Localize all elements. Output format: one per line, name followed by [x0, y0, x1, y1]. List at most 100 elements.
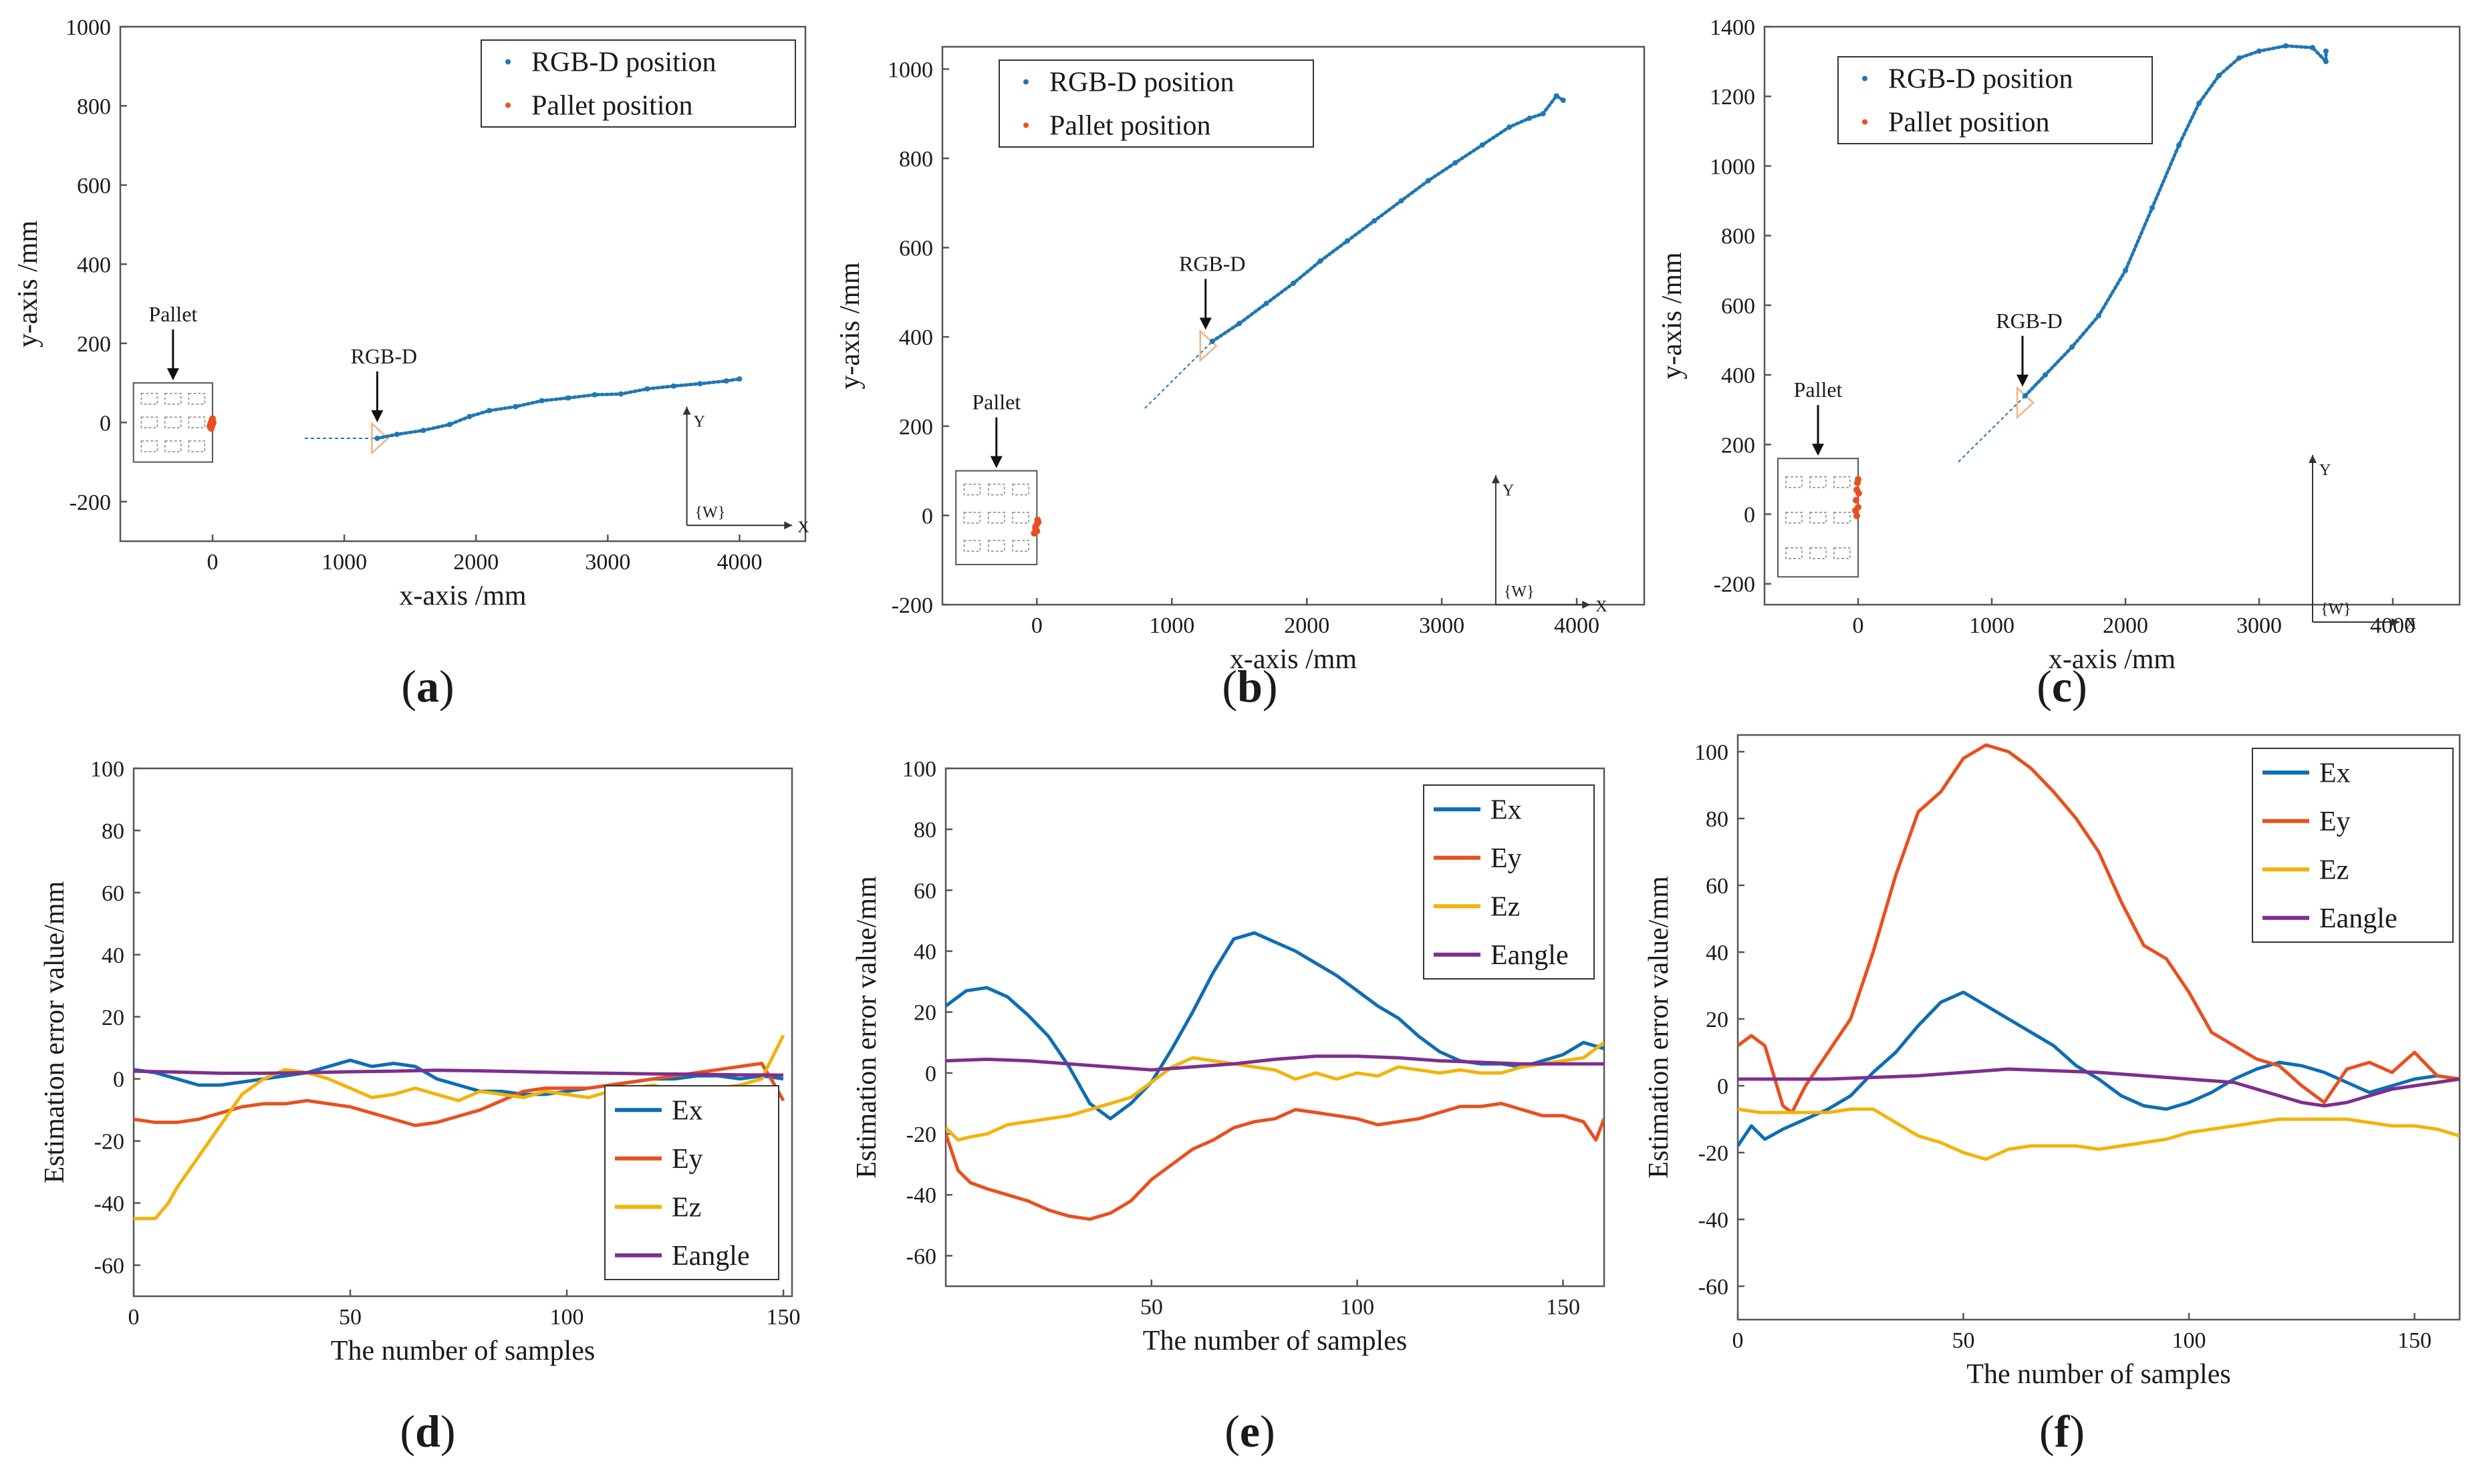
world-x-arrow — [784, 521, 793, 530]
legend-box — [1423, 784, 1595, 980]
legend-label: RGB-D position — [1049, 67, 1234, 98]
series-pallet-position — [1852, 476, 1862, 520]
x-tick-label: 0 — [1853, 613, 1864, 638]
pallet-point — [1853, 496, 1859, 504]
pallet-pocket — [140, 416, 158, 429]
y-tick-label: 600 — [1721, 294, 1755, 319]
y-tick-label: 20 — [914, 1001, 936, 1026]
x-tick-label: 100 — [1340, 1295, 1374, 1320]
chart-b: 0 1000 2000 3000 4000 -200 0 200 400 600 800 1000 x-… — [835, 45, 1646, 675]
pallet-pocket — [963, 511, 981, 524]
chart-f: 0 50 100 150 -60 -40 -20 0 20 40 60 80 100 The number… — [1644, 734, 2461, 1390]
legend-label: Ey — [1490, 843, 1522, 874]
rgbd-trail — [1210, 94, 1565, 343]
pallet-point — [209, 421, 216, 428]
world-y-label: Y — [1503, 482, 1514, 499]
series-line-ey — [1738, 743, 2460, 1115]
pallet-pocket — [963, 483, 981, 496]
y-tick-label: 800 — [1721, 225, 1755, 249]
legend: RGB-D position Pallet position — [999, 59, 1314, 148]
pallet-outline — [1777, 458, 1859, 578]
series-line-ez — [946, 1041, 1604, 1142]
legend-label: RGB-D position — [1888, 64, 2073, 95]
x-tick-label: 4000 — [717, 550, 762, 575]
pallet-pocket — [1785, 547, 1803, 559]
x-tick-label: 150 — [2397, 1328, 2432, 1353]
x-tick-label: 150 — [767, 1305, 801, 1330]
y-tick-label: -20 — [1698, 1141, 1728, 1166]
series-rgbd-position — [2023, 43, 2329, 399]
pallet-point — [1855, 490, 1862, 497]
approach-path-line — [1958, 395, 2026, 463]
plot-area — [134, 1034, 785, 1221]
pallet-outline — [132, 382, 213, 463]
legend-label: Eangle — [2319, 903, 2397, 934]
y-tick-label: 60 — [102, 881, 124, 906]
world-y-arrow — [682, 406, 691, 415]
world-x-arrow — [2391, 618, 2399, 627]
x-axis-label: The number of samples — [1966, 1359, 2230, 1390]
pallet-pocket — [1809, 476, 1827, 488]
pallet-pocket — [963, 540, 981, 552]
pallet-pocket — [188, 393, 206, 405]
y-tick-label: -20 — [906, 1123, 936, 1147]
plot-frame — [119, 25, 807, 543]
y-tick-label: -20 — [94, 1130, 124, 1155]
y-tick-label: 800 — [899, 147, 933, 172]
legend-marker — [1023, 122, 1029, 128]
y-tick-label: 600 — [77, 174, 111, 198]
y-tick-label: -200 — [892, 593, 933, 618]
legend-label: Ex — [1490, 794, 1522, 825]
panel-label-f: (f) — [2039, 1406, 2085, 1457]
world-frame-label: {W} — [1504, 583, 1535, 601]
legend: Ex Ey Ez Eangle — [2252, 748, 2454, 943]
pallet-pocket — [164, 393, 182, 405]
series-line-eangle — [946, 1054, 1604, 1072]
world-y-arrow — [1491, 475, 1500, 484]
y-tick-label: 20 — [1706, 1008, 1728, 1032]
y-tick-label: -60 — [94, 1254, 124, 1279]
pallet-pocket — [1833, 547, 1851, 559]
x-axis-label: x-axis /mm — [2049, 644, 2176, 675]
y-tick-label: 200 — [1721, 433, 1755, 458]
pallet-point — [1032, 523, 1039, 531]
world-frame-label: {W} — [2321, 601, 2351, 618]
plot-frame — [132, 767, 793, 1298]
panel-label-e: (e) — [1224, 1406, 1275, 1457]
world-y-label: Y — [2319, 462, 2331, 479]
y-tick-label: 60 — [914, 879, 936, 903]
y-axis-label: y-axis /mm — [835, 262, 866, 389]
y-tick-label: 80 — [914, 818, 936, 843]
pallet-pocket — [140, 440, 158, 452]
y-axis-label: Estimation error value/mm — [1644, 876, 1674, 1179]
legend-box — [999, 59, 1314, 148]
pallet-pocket — [1012, 540, 1029, 552]
y-axis-label: Estimation error value/mm — [852, 876, 882, 1179]
pallet-pocket — [1833, 476, 1851, 488]
x-tick-label: 150 — [1546, 1295, 1580, 1320]
y-axis-label: Estimation error value/mm — [39, 881, 70, 1183]
pallet-arrow-head — [1812, 444, 1824, 456]
camera-arrow-head — [371, 410, 384, 422]
pallet-label: Pallet — [972, 390, 1021, 414]
legend-marker — [505, 59, 511, 65]
pallet-pocket — [1785, 511, 1803, 524]
y-tick-label: 400 — [1721, 363, 1755, 388]
x-tick-label: 100 — [550, 1305, 584, 1330]
x-tick-label: 3000 — [2236, 613, 2282, 638]
legend: Ex Ey Ez Eangle — [604, 1085, 779, 1280]
y-tick-label: -40 — [94, 1192, 124, 1217]
y-tick-label: -40 — [1698, 1208, 1728, 1233]
y-axis-label: y-axis /mm — [1657, 252, 1688, 379]
pallet-point — [1853, 512, 1860, 520]
x-tick-label: 1000 — [321, 550, 367, 575]
pallet-outline — [955, 470, 1038, 565]
pallet-pocket — [1012, 483, 1029, 496]
y-tick-label: 40 — [102, 943, 124, 968]
legend: RGB-D position Pallet position — [481, 39, 796, 128]
legend-box — [2252, 748, 2454, 943]
x-tick-label: 4000 — [2370, 613, 2416, 638]
chart-e: 50 100 150 -60 -40 -20 0 20 40 60 80 100 The number … — [852, 757, 1605, 1356]
pallet-pocket — [988, 540, 1005, 552]
